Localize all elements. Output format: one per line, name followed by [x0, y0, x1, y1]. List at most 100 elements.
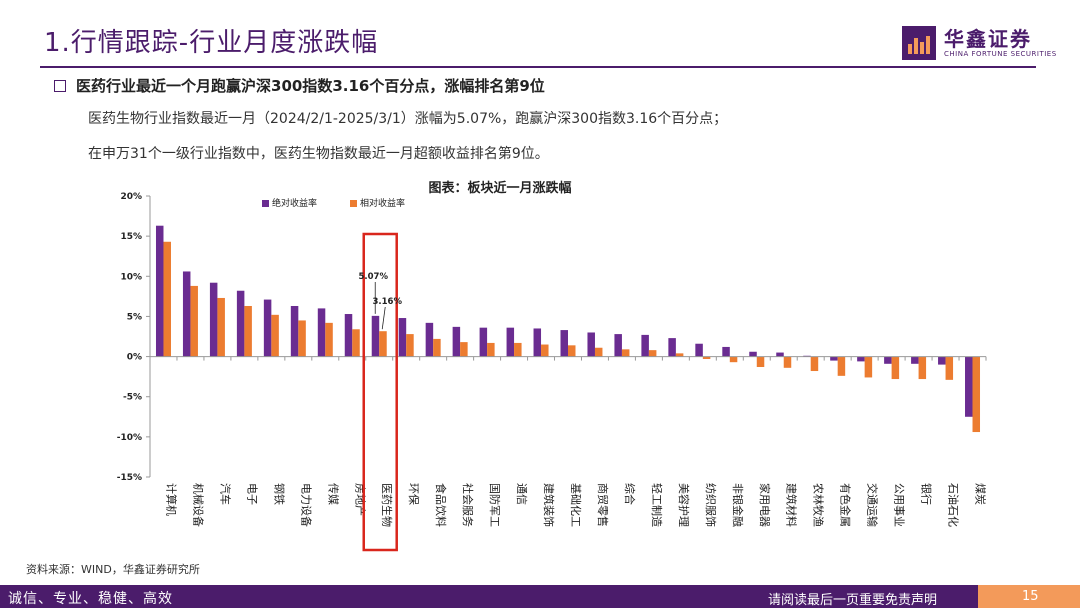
footer-slogan: 诚信、专业、稳健、高效: [8, 591, 173, 607]
x-category-label: 计算机: [164, 483, 178, 516]
bar-absolute: [533, 328, 542, 357]
bar-absolute: [479, 327, 488, 357]
x-category-label: 综合: [623, 483, 637, 505]
bar-absolute: [857, 356, 865, 362]
footer-bar: 诚信、专业、稳健、高效 请阅读最后一页重要免责声明 15: [0, 585, 1080, 608]
x-category-label: 轻工制造: [650, 483, 664, 527]
logo-english: CHINA FORTUNE SECURITIES: [944, 50, 1057, 58]
bar-absolute: [668, 338, 676, 357]
y-tick-label: 0%: [127, 353, 142, 363]
bar-relative: [918, 356, 927, 380]
bar-relative: [217, 297, 225, 357]
x-category-label: 钢铁: [272, 483, 285, 505]
title-divider: [40, 66, 1036, 68]
bar-absolute: [290, 305, 299, 357]
x-category-label: 公用事业: [893, 483, 906, 527]
bar-absolute: [506, 327, 515, 357]
bar-relative: [352, 329, 360, 357]
bar-relative: [972, 356, 981, 433]
bar-relative: [487, 342, 495, 357]
bar-absolute: [911, 356, 919, 364]
bar-absolute: [209, 282, 218, 357]
bar-relative: [514, 342, 522, 357]
page-number-box: [978, 585, 1080, 608]
summary-paragraph-1: 医药生物行业指数最近一月（2024/2/1-2025/3/1）涨幅为5.07%，…: [88, 111, 728, 127]
summary-paragraph-2: 在申万31个一级行业指数中，医药生物指数最近一月超额收益排名第9位。: [88, 146, 549, 162]
bar-absolute: [641, 334, 649, 357]
legend-swatch: [350, 200, 357, 207]
x-category-label: 机械设备: [191, 483, 205, 527]
bar-relative: [298, 320, 306, 357]
x-category-label: 有色金属: [839, 483, 853, 527]
bar-relative: [810, 356, 819, 372]
x-category-label: 电子: [245, 483, 258, 505]
bar-relative: [891, 356, 900, 380]
x-category-label: 纺织服饰: [704, 483, 718, 527]
bar-relative: [702, 356, 711, 359]
bar-absolute: [263, 299, 272, 357]
bar-relative: [406, 334, 414, 357]
x-category-label: 汽车: [218, 483, 232, 505]
y-tick-label: 10%: [120, 272, 142, 282]
bar-absolute: [749, 351, 757, 357]
highlight-box: [362, 232, 398, 552]
x-category-label: 银行: [920, 483, 934, 505]
bar-relative: [945, 356, 954, 380]
summary-heading: 医药行业最近一个月跑赢沪深300指数3.16个百分点，涨幅排名第9位: [76, 77, 545, 95]
bar-relative: [648, 350, 657, 357]
page-title: 1.行情跟踪-行业月度涨跌幅: [44, 28, 379, 58]
x-category-label: 美容护理: [677, 483, 691, 527]
x-category-label: 房地产: [353, 483, 367, 516]
x-category-label: 社会服务: [461, 483, 475, 527]
bar-absolute: [452, 326, 461, 357]
bar-relative: [244, 305, 252, 357]
bar-relative: [864, 356, 873, 378]
bar-absolute: [965, 356, 973, 417]
bullet-square-icon: [54, 80, 66, 92]
x-category-label: 食品饮料: [434, 483, 448, 527]
bar-relative: [568, 345, 576, 357]
legend-swatch: [262, 200, 269, 207]
x-category-label: 农林牧渔: [812, 483, 826, 527]
bar-absolute: [182, 271, 191, 357]
bar-relative: [163, 241, 171, 357]
bar-absolute: [776, 352, 784, 357]
data-source: 资料来源：WIND，华鑫证券研究所: [26, 563, 200, 576]
bar-absolute: [236, 290, 245, 357]
x-category-label: 基础化工: [569, 483, 583, 527]
y-tick-label: 5%: [127, 312, 142, 322]
bar-relative: [379, 331, 387, 357]
bar-relative: [783, 356, 792, 368]
y-tick-label: 20%: [120, 192, 142, 202]
bar-relative: [756, 356, 765, 368]
bar-relative: [729, 356, 738, 363]
annotation-leader: [381, 306, 386, 330]
x-category-label: 医药生物: [380, 483, 394, 527]
x-category-label: 石油石化: [947, 483, 961, 527]
x-category-label: 国防军工: [488, 483, 502, 527]
x-category-label: 建筑装饰: [542, 483, 556, 527]
bar-absolute: [614, 334, 622, 357]
x-category-label: 交通运输: [866, 483, 880, 527]
bar-relative: [621, 349, 630, 357]
x-category-label: 环保: [407, 483, 421, 505]
y-tick-label: -5%: [123, 393, 142, 403]
industry-return-chart: 图表：板块近一月涨跌幅 20% 15% 10% 5% 0% -5% -10% -15% 绝对收益率…: [117, 180, 987, 552]
x-category-label: 家用电器: [758, 483, 772, 527]
bar-relative: [460, 342, 468, 357]
y-tick-label: -15%: [117, 473, 142, 483]
bar-absolute: [884, 356, 892, 364]
x-category-label: 传媒: [326, 483, 339, 505]
x-category-label: 建筑材料: [785, 483, 799, 527]
bar-relative: [675, 353, 684, 357]
company-logo: 华鑫证券 CHINA FORTUNE SECURITIES: [902, 26, 1057, 60]
bar-relative: [325, 322, 333, 357]
bar-absolute: [830, 356, 838, 361]
annotation-absolute: 5.07%: [358, 272, 388, 282]
legend-label: 绝对收益率: [272, 197, 317, 209]
x-category-label: 煤炭: [974, 483, 987, 505]
x-category-label: 商贸零售: [596, 483, 610, 527]
bar-absolute: [425, 322, 434, 357]
page-number: 15: [1022, 589, 1039, 604]
bar-relative: [837, 356, 846, 376]
